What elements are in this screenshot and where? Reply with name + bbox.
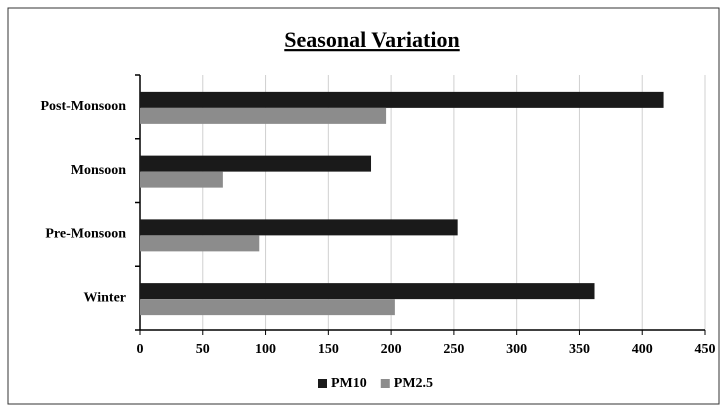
y-tick-label: Pre-Monsoon <box>45 227 126 242</box>
y-tick-label: Winter <box>83 290 126 305</box>
x-tick-label: 100 <box>255 342 276 357</box>
x-tick-label: 50 <box>196 342 210 357</box>
x-tick-label: 200 <box>381 342 402 357</box>
x-tick-label: 350 <box>569 342 590 357</box>
bar <box>140 219 458 236</box>
bar <box>140 171 223 188</box>
bar <box>140 91 664 108</box>
y-tick-label: Post-Monsoon <box>40 99 126 114</box>
x-tick-label: 300 <box>506 342 527 357</box>
bar <box>140 299 395 316</box>
bar <box>140 155 372 172</box>
y-tick-label: Monsoon <box>71 163 126 178</box>
x-tick-label: 0 <box>137 342 144 357</box>
bar <box>140 283 595 300</box>
x-tick-label: 400 <box>632 342 653 357</box>
x-tick-label: 450 <box>695 342 716 357</box>
legend-swatch <box>318 379 327 388</box>
bar <box>140 107 387 124</box>
legend-label: PM10 <box>331 376 367 391</box>
legend-swatch <box>380 379 390 388</box>
chart-frame <box>7 7 720 405</box>
legend-label: PM2.5 <box>394 376 433 391</box>
x-tick-label: 250 <box>443 342 464 357</box>
x-tick-label: 150 <box>318 342 339 357</box>
chart-title: Seasonal Variation <box>284 27 459 52</box>
bar <box>140 235 260 252</box>
